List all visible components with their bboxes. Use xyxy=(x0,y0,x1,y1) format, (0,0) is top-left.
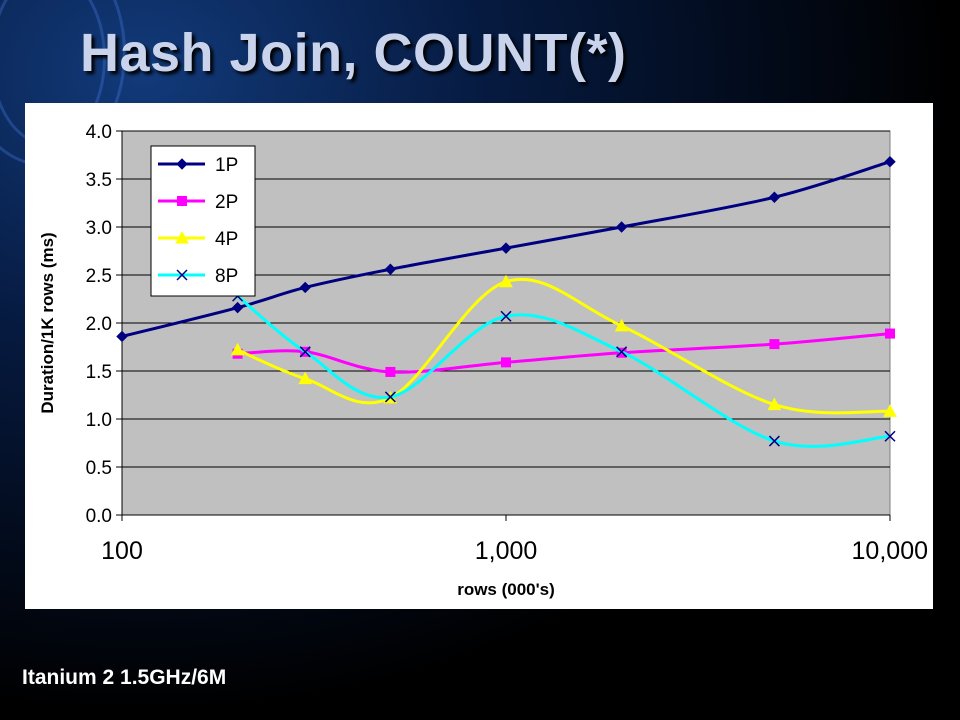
data-point xyxy=(769,339,780,350)
data-point xyxy=(298,371,313,385)
data-point xyxy=(768,191,781,203)
x-axis-label: rows (000's) xyxy=(457,580,555,599)
series-group xyxy=(116,156,897,448)
y-tick-label: 3.5 xyxy=(86,170,112,191)
y-tick-label: 3.0 xyxy=(86,218,112,239)
data-point xyxy=(767,397,782,411)
y-tick-label: 0.5 xyxy=(86,458,112,479)
data-point xyxy=(176,158,188,170)
slide-title: Hash Join, COUNT(*) xyxy=(80,23,627,83)
data-point xyxy=(500,242,512,254)
data-point xyxy=(885,328,895,339)
y-tick-label: 1.0 xyxy=(86,410,112,431)
data-point xyxy=(231,301,244,314)
data-point xyxy=(500,310,512,322)
x-tick-label: 1,000 xyxy=(475,537,538,565)
data-point xyxy=(175,230,189,244)
data-point xyxy=(499,274,513,288)
y-axis-label: Duration/1K rows (ms) xyxy=(38,232,57,413)
line-chart: 0.0 0.5 1.0 1.5 2.0 2.5 3.0 3.5 4.0 100 1,000 10,00… xyxy=(38,122,928,599)
data-point xyxy=(615,221,628,233)
data-point xyxy=(884,156,896,168)
data-point xyxy=(116,330,128,343)
legend-label-8P: 8P xyxy=(215,266,238,287)
data-point xyxy=(384,391,396,403)
y-tick-label: 4.0 xyxy=(86,122,112,143)
data-point xyxy=(299,346,311,358)
data-point xyxy=(614,318,629,332)
data-point xyxy=(385,366,396,377)
data-point xyxy=(616,346,628,358)
data-point xyxy=(176,269,188,281)
x-tick-label: 100 xyxy=(101,537,143,565)
y-tick-label: 1.5 xyxy=(86,362,112,383)
axes: 0.0 0.5 1.0 1.5 2.0 2.5 3.0 3.5 4.0 100 1,000 10,00… xyxy=(86,122,928,565)
legend-label-4P: 4P xyxy=(215,229,238,250)
series-8P xyxy=(232,290,896,448)
legend: 1P 2P 4P 8P xyxy=(150,145,256,297)
data-point xyxy=(177,196,187,206)
data-point xyxy=(501,357,511,368)
y-tick-label: 2.5 xyxy=(86,266,112,287)
data-point xyxy=(884,430,896,442)
data-point xyxy=(230,342,245,356)
data-point xyxy=(768,435,780,447)
y-tick-label: 2.0 xyxy=(86,314,112,335)
footnote: Itanium 2 1.5GHz/6M xyxy=(22,666,227,689)
legend-box xyxy=(150,145,256,297)
x-tick-label: 10,000 xyxy=(852,537,928,565)
y-tick-label: 0.0 xyxy=(86,506,112,527)
data-point xyxy=(384,263,397,275)
legend-label-1P: 1P xyxy=(215,155,238,176)
chart-panel: 0.0 0.5 1.0 1.5 2.0 2.5 3.0 3.5 4.0 100 1,000 10,00… xyxy=(25,103,933,609)
data-point xyxy=(299,281,311,294)
data-point xyxy=(883,404,897,417)
legend-label-2P: 2P xyxy=(215,192,238,213)
